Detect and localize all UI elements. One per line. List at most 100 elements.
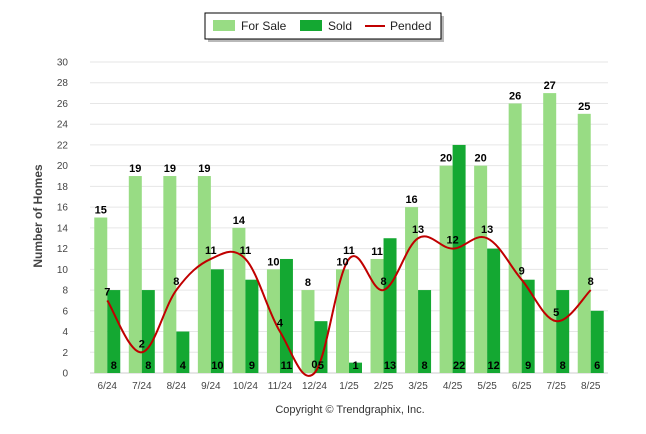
- legend-label-pended: Pended: [390, 19, 431, 33]
- label-sold: 8: [111, 360, 117, 372]
- y-tick-label: 2: [62, 348, 68, 359]
- label-for-sale: 16: [405, 194, 417, 206]
- bar-sold: [418, 290, 432, 373]
- label-pended: 8: [380, 276, 386, 288]
- label-for-sale: 25: [578, 101, 590, 113]
- bar-sold: [556, 290, 570, 373]
- x-tick-label: 11/24: [268, 381, 293, 392]
- label-for-sale: 20: [440, 153, 452, 165]
- bar-for-sale: [128, 176, 142, 373]
- bar-sold: [349, 362, 362, 373]
- label-sold: 5: [318, 360, 324, 372]
- x-tick-label: 8/25: [581, 381, 601, 392]
- x-tick-label: 8/24: [167, 381, 187, 392]
- bar-for-sale: [439, 165, 453, 373]
- label-pended: 11: [240, 245, 252, 257]
- label-for-sale: 19: [164, 163, 176, 175]
- bar-for-sale: [266, 269, 280, 373]
- label-pended: 5: [553, 307, 559, 319]
- x-tick-label: 9/24: [201, 381, 221, 392]
- x-tick-label: 6/25: [512, 381, 532, 392]
- y-tick-label: 20: [57, 161, 69, 172]
- label-for-sale: 14: [233, 215, 246, 227]
- label-sold: 9: [525, 360, 531, 372]
- bar-sold: [245, 279, 259, 373]
- label-sold: 13: [384, 360, 396, 372]
- x-tick-label: 4/25: [443, 381, 463, 392]
- label-for-sale: 20: [475, 153, 487, 165]
- bar-for-sale: [94, 217, 108, 373]
- bar-sold: [383, 238, 397, 373]
- y-tick-label: 16: [57, 203, 69, 214]
- label-sold: 4: [180, 360, 187, 372]
- bar-for-sale: [301, 290, 315, 373]
- label-for-sale: 15: [95, 205, 107, 217]
- label-pended: 2: [139, 338, 145, 350]
- label-for-sale: 10: [336, 256, 348, 268]
- label-sold: 11: [281, 360, 293, 372]
- pended-line: [106, 235, 592, 377]
- legend-swatch-sold: [300, 20, 322, 31]
- y-axis-title: Number of Homes: [31, 164, 45, 268]
- x-tick-label: 12/24: [302, 381, 327, 392]
- bar-for-sale: [543, 93, 557, 373]
- bars: [94, 93, 604, 373]
- label-sold: 1: [352, 360, 358, 372]
- bar-sold: [521, 279, 535, 373]
- label-for-sale: 19: [198, 163, 210, 175]
- y-tick-label: 24: [57, 120, 69, 131]
- label-sold: 22: [453, 360, 465, 372]
- legend-label-sold: Sold: [328, 19, 352, 33]
- legend-label-for-sale: For Sale: [241, 19, 287, 33]
- legend-swatch-for-sale: [213, 20, 235, 31]
- y-tick-label: 12: [57, 244, 69, 255]
- legend: For Sale Sold Pended: [204, 12, 444, 42]
- y-tick-label: 8: [62, 286, 68, 297]
- bar-sold: [279, 258, 293, 373]
- label-sold: 8: [145, 360, 151, 372]
- x-tick-label: 5/25: [477, 381, 497, 392]
- data-labels: 1581981941910149101185101111316820222012…: [95, 80, 601, 372]
- label-pended: 13: [412, 224, 424, 236]
- y-tick-label: 6: [62, 306, 68, 317]
- label-pended: 11: [343, 245, 355, 257]
- y-tick-label: 10: [57, 265, 69, 276]
- bar-for-sale: [370, 258, 384, 373]
- label-pended: 13: [481, 224, 493, 236]
- label-sold: 12: [488, 360, 500, 372]
- label-sold: 10: [211, 360, 223, 372]
- label-pended: 11: [205, 245, 217, 257]
- x-tick-label: 6/24: [98, 381, 118, 392]
- x-axis-ticks: 6/24 7/24 8/24 9/24 10/24 11/24 12/24 1/25 2/25 3…: [98, 381, 601, 392]
- y-tick-label: 28: [57, 78, 69, 89]
- label-for-sale: 27: [544, 80, 556, 92]
- label-sold: 8: [560, 360, 566, 372]
- label-sold: 6: [594, 360, 600, 372]
- x-tick-label: 2/25: [374, 381, 394, 392]
- bar-sold: [107, 290, 121, 373]
- y-tick-label: 18: [57, 182, 69, 193]
- label-pended: 4: [277, 318, 284, 330]
- bar-sold: [452, 144, 466, 373]
- bar-for-sale: [336, 269, 349, 373]
- bar-for-sale: [163, 176, 177, 373]
- label-for-sale: 10: [267, 256, 279, 268]
- x-tick-label: 1/25: [339, 381, 359, 392]
- label-pended: 7: [104, 286, 110, 298]
- label-for-sale: 26: [509, 90, 521, 102]
- label-pended: 0: [311, 359, 317, 371]
- x-tick-label: 10/24: [233, 381, 258, 392]
- label-pended: 8: [173, 276, 179, 288]
- bar-for-sale: [232, 227, 246, 373]
- x-tick-label: 3/25: [408, 381, 428, 392]
- y-tick-label: 0: [62, 369, 68, 380]
- label-pended: 12: [446, 235, 458, 247]
- label-pended: 8: [588, 276, 594, 288]
- x-tick-label: 7/25: [546, 381, 566, 392]
- bar-sold: [176, 331, 190, 373]
- label-pended: 9: [519, 266, 525, 278]
- line-pended: [106, 235, 592, 377]
- bar-sold: [487, 248, 501, 373]
